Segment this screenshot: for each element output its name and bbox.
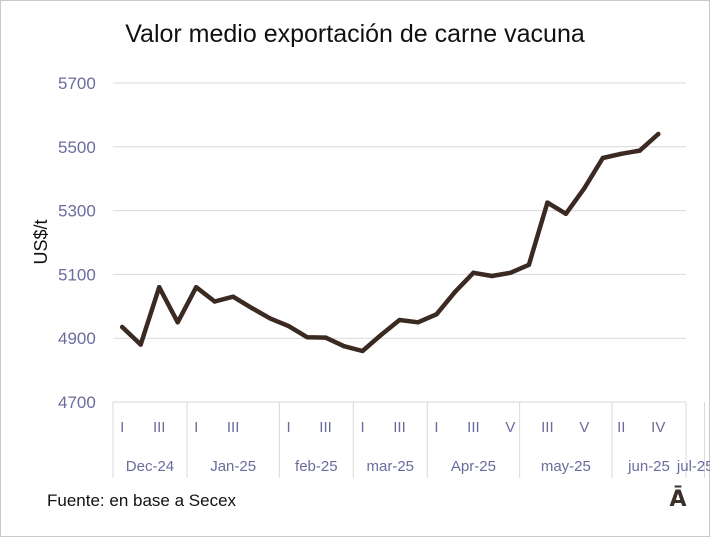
data-point xyxy=(323,335,328,340)
data-point xyxy=(286,323,291,329)
source-note: Fuente: en base a Secex xyxy=(47,491,237,510)
week-label: V xyxy=(505,419,515,436)
data-point xyxy=(545,200,550,205)
series-layer xyxy=(119,131,661,354)
week-label: I xyxy=(360,419,364,436)
month-label: Apr-25 xyxy=(451,458,496,475)
y-axis-ticks: 4700 4900 5100 5300 5500 5700 US$/t xyxy=(31,74,96,412)
week-label: III xyxy=(541,419,554,436)
month-label: jun-25 xyxy=(627,458,670,475)
data-point xyxy=(619,151,624,157)
week-label: V xyxy=(579,419,589,436)
month-label: may-25 xyxy=(541,458,591,475)
y-tick-label: 5100 xyxy=(58,265,96,284)
y-tick-label: 4700 xyxy=(58,393,96,412)
month-label: feb-25 xyxy=(295,458,338,475)
y-tick-label: 5500 xyxy=(58,138,96,157)
month-label: Dec-24 xyxy=(126,458,174,475)
data-point xyxy=(175,320,180,325)
data-point xyxy=(471,270,476,276)
data-point xyxy=(452,289,458,295)
data-point xyxy=(637,148,642,153)
data-point xyxy=(582,186,587,191)
data-point xyxy=(360,348,365,354)
gridlines xyxy=(113,82,686,403)
data-point xyxy=(212,299,217,304)
week-label: I xyxy=(120,419,124,436)
week-label: III xyxy=(153,419,166,436)
month-label: Jan-25 xyxy=(210,458,256,475)
logo: Ā xyxy=(669,487,687,512)
week-label: III xyxy=(227,419,240,436)
data-point xyxy=(600,155,606,161)
data-point xyxy=(120,324,125,330)
chart-title: Valor medio exportación de carne vacuna xyxy=(125,20,585,48)
data-point xyxy=(230,294,236,299)
data-point xyxy=(526,262,532,268)
week-label: I xyxy=(287,419,291,436)
data-point xyxy=(138,342,143,347)
data-point xyxy=(157,284,162,290)
data-point xyxy=(193,284,199,290)
data-point xyxy=(434,312,439,317)
week-label: IV xyxy=(651,419,665,436)
week-label: II xyxy=(617,419,625,436)
y-tick-label: 4900 xyxy=(58,329,96,348)
data-point xyxy=(415,320,421,325)
data-point xyxy=(267,316,273,321)
data-point xyxy=(341,343,347,349)
y-axis-label: US$/t xyxy=(31,219,51,264)
data-point xyxy=(304,335,310,340)
data-point xyxy=(249,305,254,311)
month-label: jul-25 xyxy=(676,458,710,475)
week-label: III xyxy=(319,419,332,436)
week-label: I xyxy=(194,419,198,436)
data-point xyxy=(489,273,495,279)
series-line xyxy=(119,131,661,354)
week-label: III xyxy=(467,419,480,436)
week-label: III xyxy=(393,419,406,436)
data-point xyxy=(656,131,661,137)
y-tick-label: 5300 xyxy=(58,202,96,221)
data-point xyxy=(397,317,402,323)
data-point xyxy=(563,211,569,216)
y-tick-label: 5700 xyxy=(58,74,96,93)
month-label: mar-25 xyxy=(367,458,415,475)
week-label: I xyxy=(434,419,438,436)
data-point xyxy=(378,332,384,338)
data-point xyxy=(508,270,513,276)
